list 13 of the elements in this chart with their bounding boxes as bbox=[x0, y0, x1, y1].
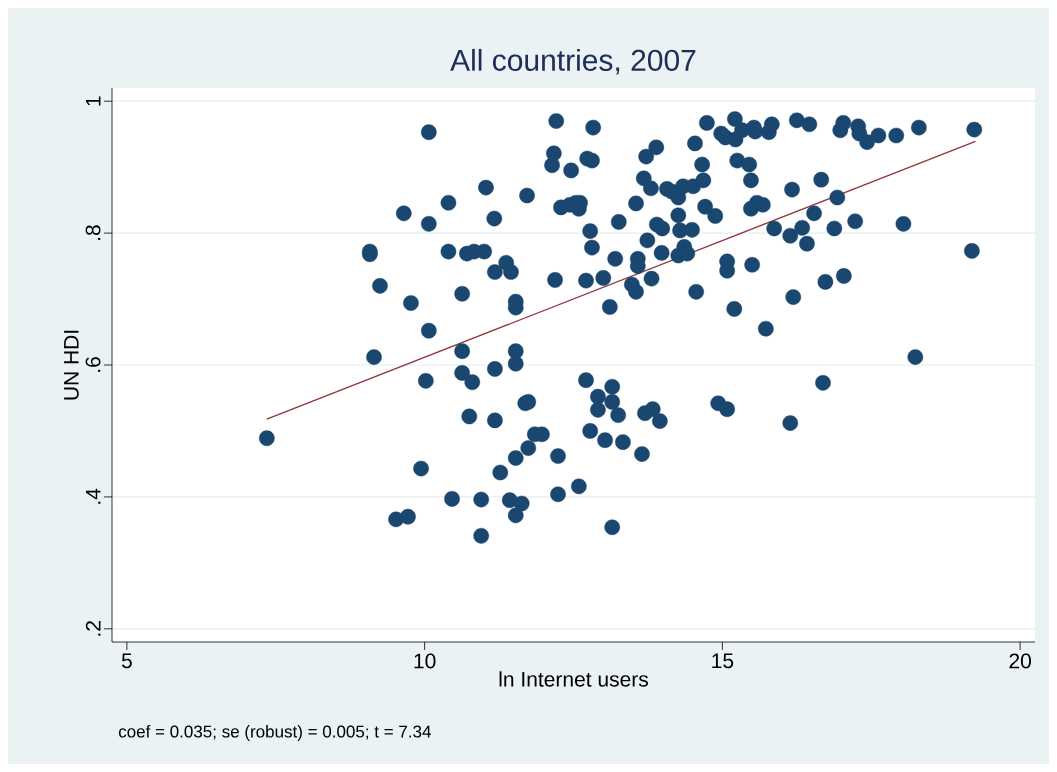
x-tick-label: 15 bbox=[712, 653, 734, 669]
x-tick-label: 5 bbox=[121, 653, 132, 669]
text: coef = 0.035; se (robust) = 0.005; t = 7.34 bbox=[118, 725, 431, 741]
y-tick-label: .8 bbox=[85, 225, 101, 240]
y-tick-label: .2 bbox=[85, 621, 101, 636]
x-tick-label: 10 bbox=[414, 653, 436, 669]
y-tick-label: .4 bbox=[86, 488, 101, 504]
x-axis-title: ln Internet users bbox=[499, 671, 648, 687]
y-tick-label: 1 bbox=[86, 96, 101, 106]
y-axis-title: UN HDI bbox=[64, 330, 79, 400]
x-tick-label: 20 bbox=[1009, 653, 1031, 669]
chart-title: All countries, 2007 bbox=[450, 48, 696, 75]
y-tick-label: .6 bbox=[85, 357, 101, 372]
